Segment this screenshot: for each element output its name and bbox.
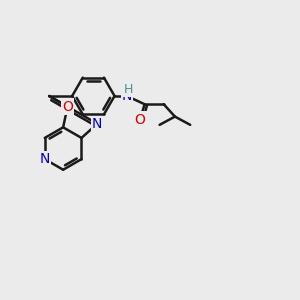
Text: O: O xyxy=(62,100,73,114)
Text: N: N xyxy=(40,152,50,166)
Text: N: N xyxy=(122,89,132,103)
Text: H: H xyxy=(124,83,133,96)
Text: N: N xyxy=(92,117,102,131)
Text: O: O xyxy=(135,112,146,127)
